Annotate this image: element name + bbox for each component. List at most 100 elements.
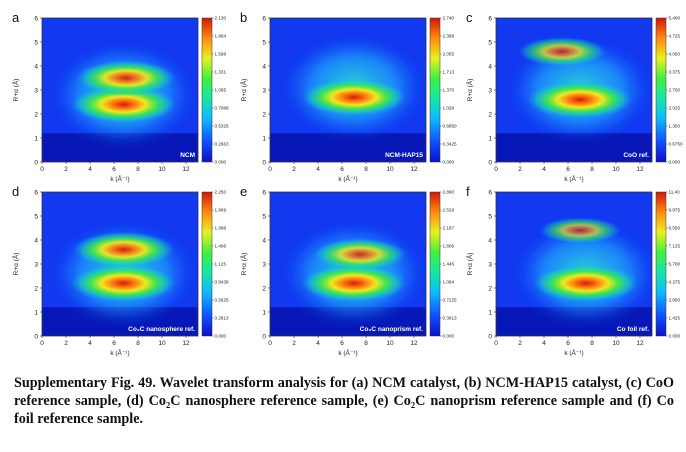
heatmap (496, 192, 652, 336)
x-tick-label: 4 (542, 340, 546, 347)
x-axis-label: k (Å⁻¹) (338, 348, 357, 357)
x-tick-label: 10 (612, 166, 620, 173)
colorbar-tick-label: 1.406 (215, 244, 227, 249)
y-tick-label: 5 (262, 213, 266, 220)
x-tick-label: 10 (386, 166, 394, 173)
colorbar-tick-label: 1.445 (443, 262, 455, 267)
x-tick-label: 6 (566, 166, 570, 173)
y-tick-label: 4 (262, 63, 266, 70)
heatmap-peak-2 (72, 231, 175, 268)
colorbar-tick-label: 0.000 (443, 334, 455, 339)
y-tick-label: 2 (34, 111, 38, 118)
x-tick-label: 10 (612, 340, 620, 347)
y-tick-label: 1 (34, 309, 38, 316)
colorbar-tick-label: 1.713 (443, 70, 455, 75)
y-tick-label: 5 (34, 213, 38, 220)
colorbar-tick-label: 5.400 (669, 16, 681, 21)
sample-tag: Co₂C nanoprism ref. (360, 326, 423, 333)
colorbar-tick-label: 1.806 (443, 244, 455, 249)
y-axis-label: R+α (Å) (239, 79, 248, 102)
y-tick-label: 0 (488, 159, 492, 166)
colorbar (429, 17, 441, 163)
x-axis-label: k (Å⁻¹) (564, 348, 583, 357)
y-tick-label: 4 (34, 63, 38, 70)
x-tick-label: 4 (542, 166, 546, 173)
colorbar (201, 17, 213, 163)
y-tick-label: 2 (488, 285, 492, 292)
panel-letter: d (12, 184, 19, 199)
x-tick-label: 12 (636, 166, 644, 173)
colorbar-tick-label: 0.7988 (215, 106, 229, 111)
x-tick-label: 4 (88, 166, 92, 173)
x-tick-label: 0 (268, 340, 272, 347)
colorbar-tick-label: 0.000 (669, 334, 681, 339)
x-tick-label: 10 (386, 340, 394, 347)
y-axis-label: R+α (Å) (465, 253, 474, 276)
colorbar (201, 191, 213, 337)
x-tick-label: 2 (518, 340, 522, 347)
colorbar-tick-label: 1.125 (215, 262, 227, 267)
colorbar-tick-label: 11.40 (669, 190, 681, 195)
heatmap (496, 18, 652, 162)
colorbar-tick-label: 0.3425 (443, 142, 457, 147)
heatmap-peak-2 (313, 238, 407, 271)
colorbar-tick-label: 0.000 (215, 334, 227, 339)
x-tick-label: 8 (364, 166, 368, 173)
y-tick-label: 5 (34, 39, 38, 46)
y-tick-label: 4 (34, 237, 38, 244)
colorbar-tick-label: 0.2813 (215, 316, 229, 321)
colorbar-tick-label: 2.890 (443, 190, 455, 195)
x-tick-label: 2 (292, 340, 296, 347)
x-tick-label: 2 (518, 166, 522, 173)
colorbar-tick-label: 2.529 (443, 208, 455, 213)
colorbar-tick-label: 0.6750 (669, 142, 683, 147)
colorbar-tick-label: 2.740 (443, 16, 455, 21)
sample-tag: NCM (180, 152, 195, 159)
colorbar-tick-label: 2.167 (443, 226, 455, 231)
y-tick-label: 4 (488, 237, 492, 244)
x-tick-label: 4 (88, 340, 92, 347)
heatmap-peak-1 (70, 85, 177, 124)
y-axis-label: R+α (Å) (11, 253, 20, 276)
x-axis-label: k (Å⁻¹) (564, 174, 583, 183)
y-tick-label: 4 (488, 63, 492, 70)
y-axis-label: R+α (Å) (465, 79, 474, 102)
panel-letter: a (12, 10, 20, 25)
colorbar-tick-label: 1.969 (215, 208, 227, 213)
panel-letter: b (240, 10, 247, 25)
colorbar (429, 191, 441, 337)
y-tick-label: 5 (488, 39, 492, 46)
y-tick-label: 6 (262, 189, 266, 196)
y-tick-label: 3 (488, 261, 492, 268)
colorbar-tick-label: 0.8438 (215, 280, 229, 285)
y-tick-label: 3 (262, 87, 266, 94)
x-tick-label: 0 (40, 166, 44, 173)
y-tick-label: 0 (488, 333, 492, 340)
x-axis-label: k (Å⁻¹) (110, 174, 129, 183)
panel-letter: f (466, 184, 470, 199)
heatmap-peak-2 (75, 60, 177, 96)
figure-caption: Supplementary Fig. 49. Wavelet transform… (14, 375, 674, 427)
x-tick-label: 6 (340, 166, 344, 173)
heatmap-peak-1 (70, 264, 177, 302)
colorbar-tick-label: 2.850 (669, 298, 681, 303)
panel-letter: c (466, 10, 473, 25)
x-tick-label: 4 (316, 166, 320, 173)
colorbar-tick-label: 0.5625 (215, 298, 229, 303)
x-tick-label: 0 (40, 340, 44, 347)
x-tick-label: 0 (268, 166, 272, 173)
x-tick-label: 8 (590, 166, 594, 173)
colorbar-tick-label: 1.864 (215, 34, 227, 39)
y-tick-label: 2 (488, 111, 492, 118)
colorbar-tick-label: 1.028 (443, 106, 455, 111)
sample-tag: Co foil ref. (617, 326, 649, 333)
colorbar-tick-label: 2.055 (443, 52, 455, 57)
x-tick-label: 2 (64, 166, 68, 173)
x-tick-label: 8 (364, 340, 368, 347)
x-tick-label: 2 (64, 340, 68, 347)
colorbar-tick-label: 2.025 (669, 106, 681, 111)
